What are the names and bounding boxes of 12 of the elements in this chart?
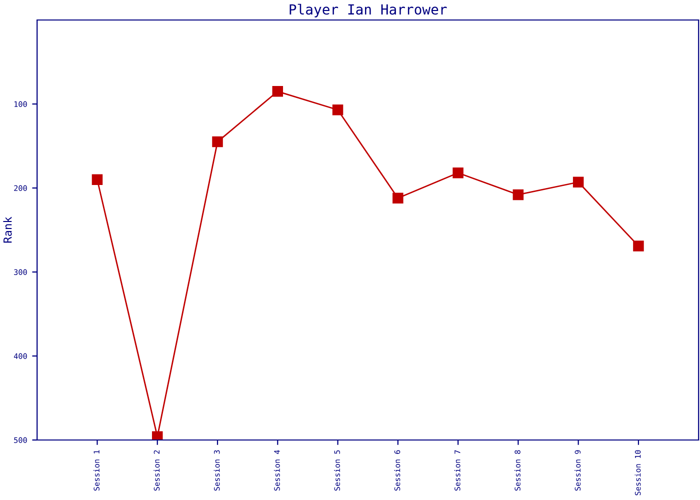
point	[452, 168, 464, 178]
point	[633, 240, 644, 252]
chart-title: Player Ian Harrower	[290, 4, 447, 18]
point	[152, 431, 163, 440]
point	[92, 174, 103, 185]
point	[572, 176, 584, 188]
point	[512, 189, 524, 200]
point	[332, 104, 344, 116]
point	[272, 86, 284, 97]
y-axis-title: Rank	[3, 216, 12, 243]
point	[392, 192, 404, 204]
point	[212, 136, 223, 148]
